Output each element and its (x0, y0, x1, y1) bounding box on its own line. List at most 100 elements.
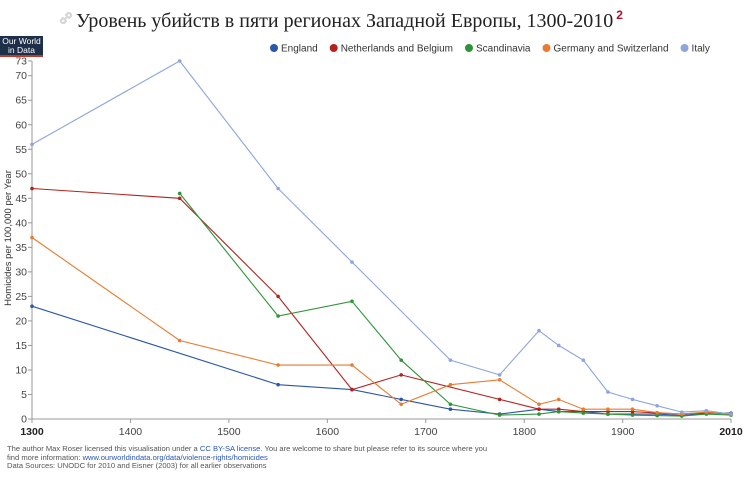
y-tick-label: 0 (21, 414, 27, 426)
data-point[interactable] (30, 186, 34, 191)
data-point[interactable] (581, 411, 586, 415)
data-point[interactable] (581, 407, 586, 411)
series-line[interactable] (31, 237, 732, 415)
y-tick-label: 30 (15, 266, 27, 278)
legend-item[interactable]: Germany and Switzerland (542, 44, 669, 55)
data-point[interactable] (556, 343, 561, 348)
x-tick-label: 2010 (719, 426, 743, 438)
data-point[interactable] (276, 382, 280, 387)
data-sources-line: Data Sources: UNODC for 2010 and Eisner … (7, 461, 267, 470)
data-point[interactable] (350, 363, 354, 367)
footnote-marker[interactable]: 2 (616, 8, 623, 22)
data-point[interactable] (630, 407, 635, 411)
logo-accent-bar (0, 55, 43, 57)
data-point[interactable] (606, 412, 610, 416)
owid-logo[interactable]: Our World in Data (0, 36, 43, 57)
data-point[interactable] (606, 390, 610, 394)
chart-series (30, 59, 733, 418)
data-point[interactable] (30, 235, 34, 240)
data-point[interactable] (399, 373, 403, 377)
data-point[interactable] (177, 196, 182, 201)
data-point[interactable] (399, 402, 403, 407)
legend-marker (680, 44, 689, 52)
logo-line1: Our World (2, 36, 41, 46)
y-tick-label: 65 (15, 95, 27, 107)
x-tick-label: 1800 (513, 426, 537, 438)
data-point[interactable] (537, 402, 541, 407)
y-tick-label: 70 (15, 70, 27, 82)
data-point[interactable] (497, 413, 502, 417)
chart-header: Уровень убийств в пяти регионах Западной… (0, 0, 750, 40)
legend-label: Italy (692, 44, 710, 55)
series-line[interactable] (31, 60, 732, 415)
data-point[interactable] (350, 260, 354, 264)
data-point[interactable] (497, 373, 502, 377)
data-point[interactable] (30, 142, 34, 147)
data-point[interactable] (276, 186, 280, 191)
x-tick-label: 1600 (316, 426, 340, 438)
data-point[interactable] (581, 358, 586, 362)
data-point[interactable] (497, 397, 502, 402)
legend-item[interactable]: Netherlands and Belgium (329, 44, 453, 55)
data-point[interactable] (177, 191, 182, 196)
data-point[interactable] (276, 294, 280, 299)
data-point[interactable] (276, 363, 280, 367)
data-point[interactable] (30, 304, 34, 309)
legend-label: Germany and Switzerland (553, 44, 668, 55)
legend-item[interactable]: Scandinavia (465, 44, 531, 55)
x-tick-label: 1400 (119, 426, 143, 438)
series-line[interactable] (31, 187, 732, 415)
info-link[interactable]: www.ourworldindata.org/data/violence-rig… (82, 452, 268, 462)
data-point[interactable] (655, 403, 659, 408)
data-point[interactable] (655, 410, 659, 415)
data-point[interactable] (448, 407, 453, 411)
legend-label: Netherlands and Belgium (341, 44, 453, 55)
data-point[interactable] (448, 382, 453, 387)
data-point[interactable] (606, 407, 610, 411)
data-point[interactable] (497, 377, 502, 382)
line-chart: England Netherlands and Belgium Scandinavi… (3, 44, 743, 439)
data-point[interactable] (704, 408, 709, 413)
license-text-pre: The author Max Roser licensed this visua… (7, 444, 200, 453)
data-point[interactable] (399, 397, 403, 402)
legend-item[interactable]: Italy (680, 44, 710, 55)
x-tick-label: 1900 (611, 426, 635, 438)
series-line[interactable] (31, 305, 731, 417)
data-point[interactable] (177, 59, 182, 63)
data-point[interactable] (630, 397, 635, 402)
data-point[interactable] (537, 412, 541, 416)
y-tick-label: 73 (15, 56, 27, 68)
y-tick-label: 20 (15, 315, 27, 327)
data-point[interactable] (448, 358, 453, 362)
data-point[interactable] (399, 358, 403, 362)
info-line: find more information: www.ourworldindat… (7, 452, 607, 463)
data-point[interactable] (350, 299, 354, 304)
x-axis: 1300 1400 1500 1600 1700 1800 1900 2010 (20, 418, 743, 438)
y-tick-label: 5 (21, 389, 27, 401)
data-point[interactable] (537, 328, 541, 333)
link-icon[interactable] (57, 9, 75, 27)
data-point[interactable] (537, 407, 541, 411)
data-point[interactable] (350, 387, 354, 392)
series-line[interactable] (179, 193, 732, 417)
data-point[interactable] (679, 410, 684, 414)
data-point[interactable] (177, 338, 182, 343)
license-link[interactable]: CC BY-SA license (199, 444, 261, 453)
data-point[interactable] (630, 413, 635, 417)
x-tick-label: 1300 (20, 426, 44, 438)
data-point[interactable] (448, 402, 453, 407)
data-point[interactable] (655, 413, 659, 418)
data-point[interactable] (276, 314, 280, 318)
y-tick-label: 55 (15, 144, 27, 156)
data-point[interactable] (729, 412, 733, 416)
y-tick-label: 15 (15, 340, 27, 352)
data-point[interactable] (556, 409, 561, 414)
chart-legend: England Netherlands and Belgium Scandinavi… (270, 44, 710, 55)
series-group (30, 59, 733, 416)
legend-item[interactable]: England (270, 44, 318, 55)
y-tick-label: 50 (15, 168, 27, 180)
y-tick-label: 10 (15, 364, 27, 376)
y-tick-label: 35 (15, 242, 27, 254)
data-point[interactable] (556, 397, 561, 402)
logo-line2: in Data (8, 45, 35, 55)
